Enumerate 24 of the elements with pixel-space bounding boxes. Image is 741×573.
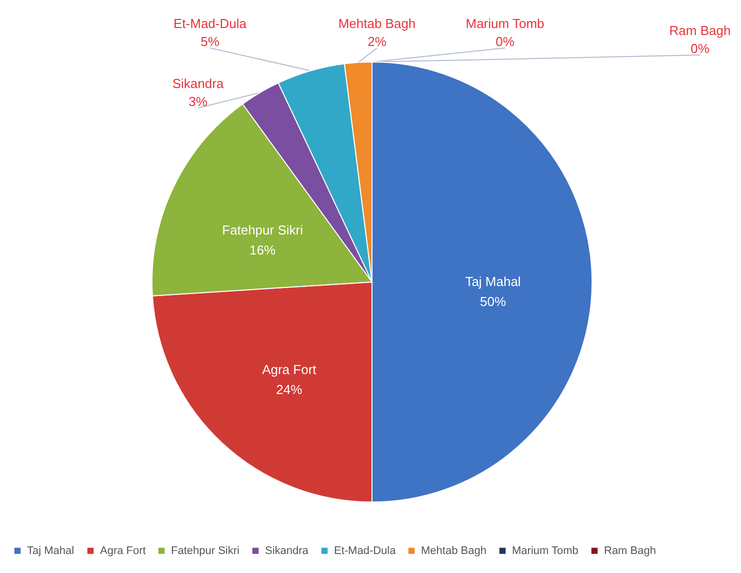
text: 0%: [496, 34, 514, 49]
slice-label: Agra Fort: [262, 362, 317, 378]
legend-label: Fatehpur Sikri: [171, 544, 240, 557]
text: 0%: [690, 41, 710, 56]
legend-label: Marium Tomb: [512, 544, 578, 557]
legend-label: Et-Mad-Dula: [334, 544, 397, 557]
data-label: 24%: [276, 382, 303, 398]
legend-label: Taj Mahal: [27, 544, 74, 557]
legend-label: Sikandra: [265, 544, 310, 557]
slice-label: Et-Mad-Dula: [174, 16, 248, 31]
data-label: 3%: [188, 94, 208, 109]
legend-label: Ram Bagh: [604, 544, 656, 557]
category-label: Ram Bagh: [669, 23, 731, 38]
category-label: Marium Tomb: [466, 16, 544, 31]
slice-label: Fatehpur Sikri: [222, 222, 304, 238]
data-label: 2%: [368, 34, 387, 49]
slice-label: Mehtab Bagh: [338, 16, 416, 31]
legend-label: Mehtab Bagh: [421, 544, 486, 557]
slice-label: Sikandra: [172, 76, 224, 91]
data-label: 16%: [250, 242, 276, 258]
data-label: 5%: [200, 34, 220, 49]
legend-label: Agra Fort: [100, 544, 146, 557]
slice-label: Taj Mahal: [465, 274, 521, 289]
data-label: 50%: [480, 294, 506, 309]
